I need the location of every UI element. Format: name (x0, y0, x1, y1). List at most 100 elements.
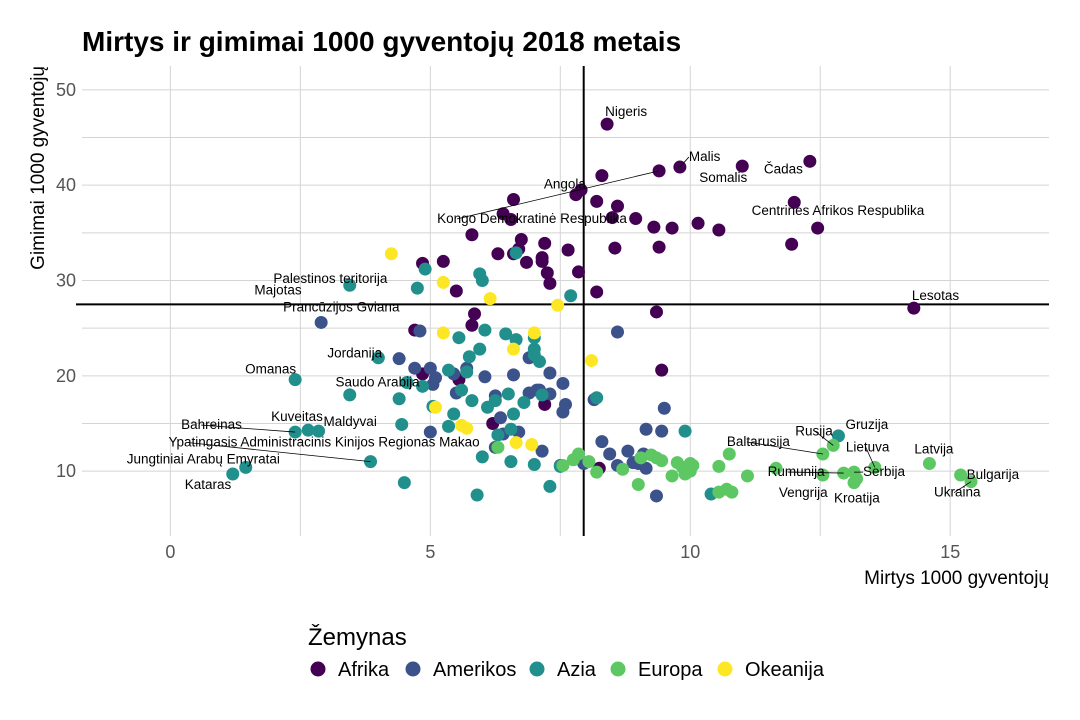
point-okeanija (584, 354, 598, 368)
point-europa (712, 485, 726, 499)
point-amerikos (392, 352, 406, 366)
point-amerikos (413, 324, 427, 338)
label-angola: Angola (544, 177, 587, 192)
point-amerikos (556, 405, 570, 419)
point-azia (416, 379, 430, 393)
label-jordanija: Jordanija (327, 346, 382, 361)
point-afrika (520, 255, 534, 269)
point-amerikos (535, 444, 549, 458)
x-tick-label: 15 (940, 542, 960, 562)
point-amerikos (556, 376, 570, 390)
point-europa (582, 455, 596, 469)
label-majotas: Majotas (254, 283, 302, 298)
label-rusija: Rusija (795, 423, 833, 438)
point-afrika (571, 265, 585, 279)
point-amerikos (649, 489, 663, 503)
point-europa (769, 461, 783, 475)
point-europa (491, 440, 505, 454)
point-afrika (543, 276, 557, 290)
point-afrika (735, 159, 749, 173)
point-azia (442, 363, 456, 377)
point-europa (816, 468, 830, 482)
label-rumunija: Rumunija (768, 464, 826, 479)
point-afrika (647, 220, 661, 234)
point-azia (460, 365, 474, 379)
point-azia (535, 388, 549, 402)
point-afrika (504, 212, 518, 226)
legend-label: Afrika (338, 659, 390, 681)
label-leader-line (953, 481, 972, 493)
point-afrika (803, 154, 817, 168)
point-afrika (590, 194, 604, 208)
label-nigeris: Nigeris (605, 104, 647, 119)
point-europa (616, 462, 630, 476)
point-amerikos (595, 435, 609, 449)
point-afrika (787, 195, 801, 209)
point-okeanija (436, 275, 450, 289)
point-azia (312, 424, 326, 438)
point-afrika (540, 266, 554, 280)
point-amerikos (603, 447, 617, 461)
point-okeanija (436, 326, 450, 340)
point-afrika (465, 318, 479, 332)
y-tick-label: 20 (56, 366, 76, 386)
point-azia (504, 455, 518, 469)
label-lietuva: Lietuva (846, 439, 890, 454)
point-amerikos (657, 401, 671, 415)
point-afrika (590, 285, 604, 299)
label-cadas: Čadas (764, 161, 803, 176)
point-azia (465, 394, 479, 408)
legend-label: Azia (557, 659, 597, 681)
point-azia (447, 407, 461, 421)
legend-item-azia: Azia (529, 659, 597, 681)
point-afrika (538, 236, 552, 250)
point-afrika (535, 254, 549, 268)
label-leader-line (456, 170, 660, 220)
x-axis-title: Mirtys 1000 gyventojų (864, 568, 1049, 589)
label-bulgarija: Bulgarija (967, 467, 1020, 482)
point-okeanija (509, 436, 523, 450)
point-azia (533, 355, 547, 369)
point-amerikos (610, 325, 624, 339)
label-saudo-arabija: Saudo Arabija (336, 374, 421, 389)
point-okeanija (429, 400, 443, 414)
point-azia (470, 488, 484, 502)
point-afrika (655, 363, 669, 377)
point-azia (527, 457, 541, 471)
point-azia (395, 417, 409, 431)
point-europa (665, 469, 679, 483)
label-serbija: Serbija (863, 464, 906, 479)
point-azia (462, 350, 476, 364)
point-azia (343, 388, 357, 402)
x-tick-label: 0 (165, 542, 175, 562)
label-kataras: Kataras (185, 477, 232, 492)
point-amerikos (639, 461, 653, 475)
y-tick-label: 10 (56, 461, 76, 481)
label-leader-line (201, 424, 296, 433)
legend-item-europa: Europa (610, 659, 703, 681)
point-azia (392, 392, 406, 406)
point-afrika (629, 212, 643, 226)
point-afrika (649, 305, 663, 319)
point-europa (922, 457, 936, 471)
point-amerikos (478, 370, 492, 384)
label-leader-line (814, 431, 834, 446)
point-afrika (652, 240, 666, 254)
point-europa (566, 453, 580, 467)
point-europa (740, 469, 754, 483)
point-amerikos (543, 366, 557, 380)
point-amerikos (507, 368, 521, 382)
label-leader-line (188, 442, 371, 463)
point-azia (504, 422, 518, 436)
legend-swatch (717, 661, 733, 677)
point-azia (543, 479, 557, 493)
point-azia (831, 429, 845, 443)
point-azia (239, 460, 253, 474)
legend-title: Žemynas (308, 624, 407, 651)
chart-title: Mirtys ir gimimai 1000 gyventojų 2018 me… (82, 26, 681, 57)
legend-swatch (310, 661, 326, 677)
point-azia (501, 387, 515, 401)
point-azia (400, 376, 414, 390)
